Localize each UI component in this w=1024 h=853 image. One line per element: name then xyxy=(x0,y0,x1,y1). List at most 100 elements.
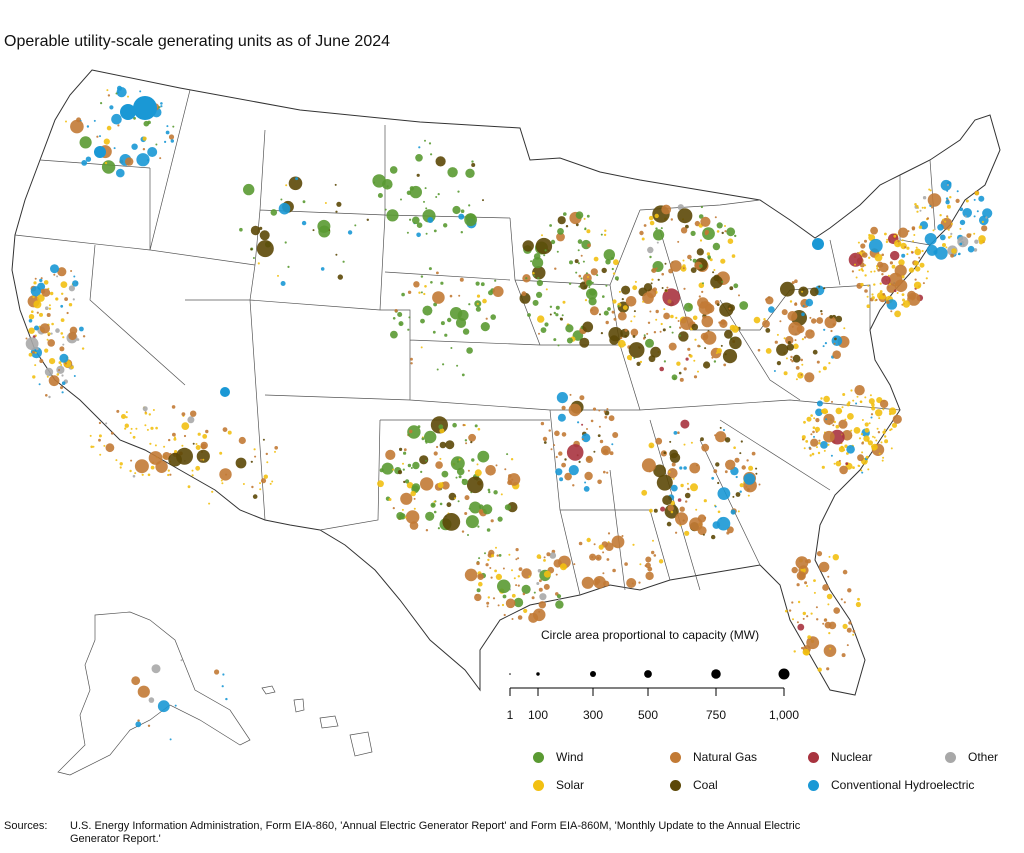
plant-circle-wind xyxy=(671,331,674,334)
legend-swatch-other xyxy=(945,751,956,763)
plant-circle-solar xyxy=(130,427,133,430)
plant-circle-wind xyxy=(405,479,410,484)
plant-circle-hydro xyxy=(577,421,580,424)
plant-circle-hydro xyxy=(855,402,858,405)
plant-circle-solar xyxy=(511,593,516,598)
plant-circle-solar xyxy=(618,290,621,293)
plant-circle-gas xyxy=(57,267,67,277)
plant-circle-other xyxy=(56,275,59,278)
plant-circle-coal xyxy=(439,441,447,449)
plant-circle-solar xyxy=(709,258,713,262)
plant-circle-wind xyxy=(447,317,452,323)
plant-circle-other xyxy=(539,593,547,601)
plant-circle-hydro xyxy=(225,697,228,701)
plant-circle-solar xyxy=(792,618,794,621)
plant-circle-wind xyxy=(563,212,567,216)
plant-circle-solar xyxy=(803,447,806,450)
plant-circle-gas xyxy=(572,484,575,487)
plant-circle-wind xyxy=(733,283,739,289)
plant-circle-gas xyxy=(584,471,593,481)
plant-circle-wind xyxy=(243,183,255,196)
plant-circle-hydro xyxy=(109,105,114,110)
plant-circle-gas xyxy=(791,601,794,604)
plant-circle-gas xyxy=(711,356,714,359)
plant-circle-coal xyxy=(812,349,818,355)
plant-circle-gas xyxy=(171,405,176,409)
plant-circle-solar xyxy=(727,238,734,244)
plant-circle-solar xyxy=(420,346,423,349)
plant-circle-solar xyxy=(902,298,905,302)
plant-circle-wind xyxy=(384,208,387,211)
plant-circle-coal xyxy=(419,455,429,465)
plant-circle-gas xyxy=(511,478,514,481)
plant-circle-wind xyxy=(596,274,599,277)
plant-circle-solar xyxy=(950,222,953,225)
plant-circle-solar xyxy=(813,417,816,420)
plant-circle-solar xyxy=(98,434,102,438)
plant-circle-solar xyxy=(517,575,520,578)
plant-circle-gas xyxy=(833,607,840,614)
plant-circle-gas xyxy=(655,437,663,445)
plant-circle-wind xyxy=(532,257,544,269)
plant-circle-gas xyxy=(496,554,499,557)
plant-circle-gas xyxy=(630,328,639,337)
plant-circle-gas xyxy=(98,421,101,425)
plant-circle-coal xyxy=(575,223,579,227)
plant-circle-wind xyxy=(397,312,403,317)
plant-circle-hydro xyxy=(164,140,167,143)
plant-circle-solar xyxy=(633,315,636,318)
plant-circle-solar xyxy=(868,233,871,237)
plant-circle-gas xyxy=(667,504,674,512)
plant-circle-solar xyxy=(832,554,839,561)
plant-circle-wind xyxy=(432,330,436,334)
plant-circle-wind xyxy=(158,106,161,109)
plant-circle-hydro xyxy=(822,345,825,348)
plant-circle-solar xyxy=(868,422,871,425)
plant-circle-coal xyxy=(335,210,338,213)
plant-circle-solar xyxy=(680,483,684,488)
plant-circle-gas xyxy=(578,274,582,278)
plant-circle-coal xyxy=(669,449,679,459)
plant-circle-solar xyxy=(634,280,637,283)
plant-circle-wind xyxy=(493,490,498,495)
plant-circle-solar xyxy=(433,500,436,503)
plant-circle-gas xyxy=(159,157,162,160)
plant-circle-wind xyxy=(464,439,468,442)
plant-circle-wind xyxy=(172,125,175,128)
plant-circle-hydro xyxy=(147,147,158,157)
plant-circle-wind xyxy=(252,257,255,259)
plant-circle-coal xyxy=(252,494,258,499)
plant-circle-solar xyxy=(797,600,801,604)
plant-circle-solar xyxy=(641,489,648,496)
plant-circle-gas xyxy=(64,297,68,301)
plant-circle-hydro xyxy=(825,418,828,421)
plant-circle-solar xyxy=(33,300,42,309)
plant-circle-hydro xyxy=(160,105,163,108)
plant-circle-wind xyxy=(461,373,465,377)
plant-circle-gas xyxy=(624,562,628,566)
plant-circle-coal xyxy=(334,183,337,186)
plant-circle-gas xyxy=(485,465,496,476)
plant-circle-solar xyxy=(814,426,821,432)
plant-circle-gas xyxy=(643,224,647,227)
plant-circle-gas xyxy=(651,268,657,273)
plant-circle-gas xyxy=(59,346,65,352)
plant-circle-solar xyxy=(124,423,129,428)
plant-circle-solar xyxy=(901,293,905,296)
plant-circle-solar xyxy=(858,465,861,467)
plant-circle-coal xyxy=(666,521,672,527)
plant-circle-gas xyxy=(653,554,657,557)
plant-circle-solar xyxy=(748,465,754,471)
plant-circle-wind xyxy=(525,277,528,280)
plant-circle-solar xyxy=(821,465,825,469)
plant-circle-coal xyxy=(664,289,668,292)
plant-circle-solar xyxy=(65,120,67,123)
plant-circle-coal xyxy=(729,286,734,291)
plant-circle-solar xyxy=(48,304,51,307)
plant-circle-wind xyxy=(456,458,459,461)
plant-circle-other xyxy=(656,241,659,244)
plant-circle-solar xyxy=(822,366,827,371)
plant-circle-solar xyxy=(763,318,766,321)
plant-circle-hydro xyxy=(768,306,775,313)
plant-circle-gas xyxy=(107,94,111,97)
